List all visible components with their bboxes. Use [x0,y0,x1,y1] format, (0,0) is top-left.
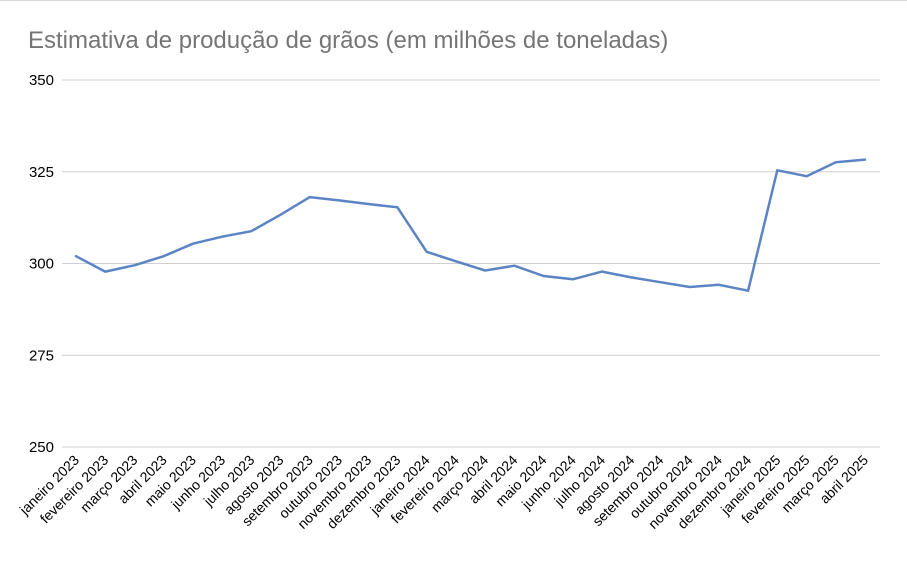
series-line [74,158,867,292]
y-tick-label: 275 [29,347,54,364]
y-tick-label: 250 [29,439,54,456]
chart-title: Estimativa de produção de grãos (em milh… [28,27,669,54]
y-tick-label: 300 [29,256,54,273]
y-tick-label: 350 [29,72,54,89]
series-line-group [74,158,867,292]
y-axis-ticks: 250 275 300 325 350 [29,72,54,456]
y-tick-label: 325 [29,164,54,181]
gridlines [62,79,880,448]
